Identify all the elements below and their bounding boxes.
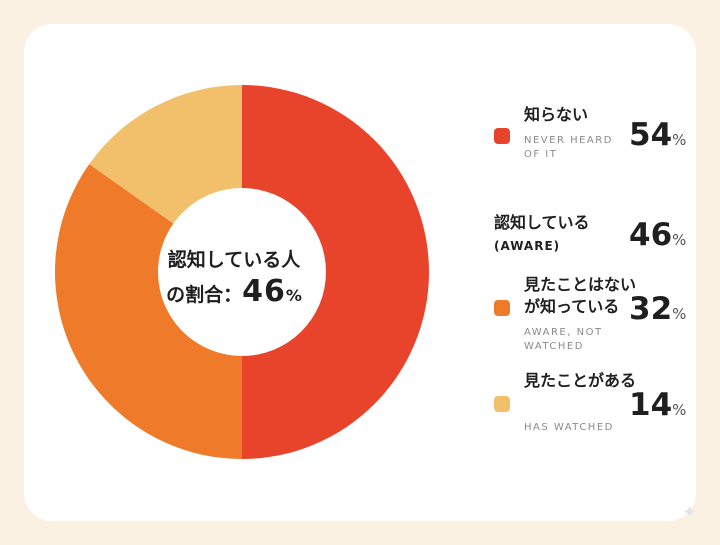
legend-sublabel-aware: (AWARE) [494,239,561,253]
legend-value-not-watched: 32% [629,292,686,331]
legend-value-aware: 46% [629,218,686,257]
donut-slice-2 [89,85,243,224]
legend-value-watched: 14% [629,388,686,427]
sparkle-icon: ✦ [682,502,698,523]
legend-label-not-watched: 見たことはないが知っている [524,275,637,316]
legend-sublabel-watched: HAS WATCHED [524,422,614,433]
donut-slice-0 [242,85,429,459]
legend-value-never-unit: % [672,131,687,149]
legend-value-never: 54% [629,118,686,157]
legend-swatch-never [494,128,510,144]
legend-label-never: 知らない [524,105,589,124]
center-label-line1: 認知している人 [167,249,301,271]
legend-swatch-watched [494,396,510,412]
legend-value-watched-unit: % [672,401,687,419]
center-label-line2: の割合：46% [154,276,314,312]
center-label-value: 46 [242,274,286,309]
legend-sublabel-never: NEVER HEARD OF IT [524,135,613,160]
legend-value-watched-number: 14 [629,387,673,423]
center-label-prefix: の割合： [166,284,243,306]
legend-value-never-number: 54 [629,117,673,153]
center-label: 認知している人 の割合：46% [154,244,314,312]
legend-value-aware-unit: % [672,231,687,249]
legend-value-not-watched-unit: % [672,305,687,323]
legend-swatch-not-watched [494,300,510,316]
legend-label-aware: 認知している [494,213,590,232]
legend-label-watched: 見たことがある [524,371,637,390]
center-label-unit: % [285,286,302,305]
legend-sublabel-not-watched: AWARE, NOT WATCHED [524,327,603,352]
donut-slice-1 [55,164,242,460]
chart-card: 認知している人 の割合：46% 知らない NEVER HEARD OF IT 5… [24,24,696,521]
legend-value-aware-number: 46 [629,217,673,253]
donut-chart [55,85,429,460]
legend-value-not-watched-number: 32 [629,291,673,327]
